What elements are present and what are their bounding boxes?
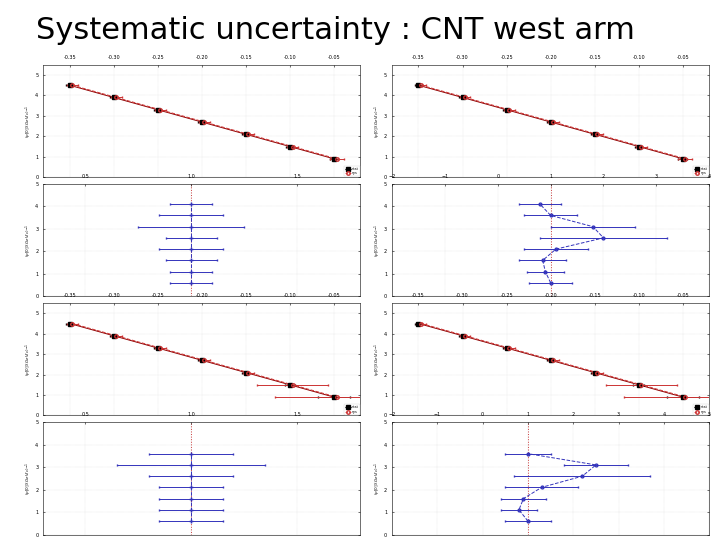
Y-axis label: $(p[0])(GeV/c)^{-1}$: $(p[0])(GeV/c)^{-1}$ (24, 104, 34, 138)
Legend: stat, sys: stat, sys (693, 166, 708, 177)
Legend: stat, sys: stat, sys (344, 404, 360, 415)
Y-axis label: $(p[0])(GeV/c)^{-1}$: $(p[0])(GeV/c)^{-1}$ (372, 224, 383, 256)
Y-axis label: $(p[0])(GeV/c)^{-1}$: $(p[0])(GeV/c)^{-1}$ (24, 462, 34, 495)
Text: Systematic uncertainty : CNT west arm: Systematic uncertainty : CNT west arm (36, 16, 635, 45)
Y-axis label: $(p[0])(GeV/c)^{-1}$: $(p[0])(GeV/c)^{-1}$ (24, 224, 34, 256)
Y-axis label: $(p[0])(GeV/c)^{-1}$: $(p[0])(GeV/c)^{-1}$ (24, 343, 34, 376)
Legend: stat, sys: stat, sys (693, 404, 708, 415)
Y-axis label: $(p[0])(GeV/c)^{-1}$: $(p[0])(GeV/c)^{-1}$ (372, 343, 383, 376)
Y-axis label: $(p[0])(GeV/c)^{-1}$: $(p[0])(GeV/c)^{-1}$ (372, 462, 383, 495)
Y-axis label: $(p[0])(GeV/c)^{-1}$: $(p[0])(GeV/c)^{-1}$ (372, 104, 383, 138)
Legend: stat, sys: stat, sys (344, 166, 360, 177)
